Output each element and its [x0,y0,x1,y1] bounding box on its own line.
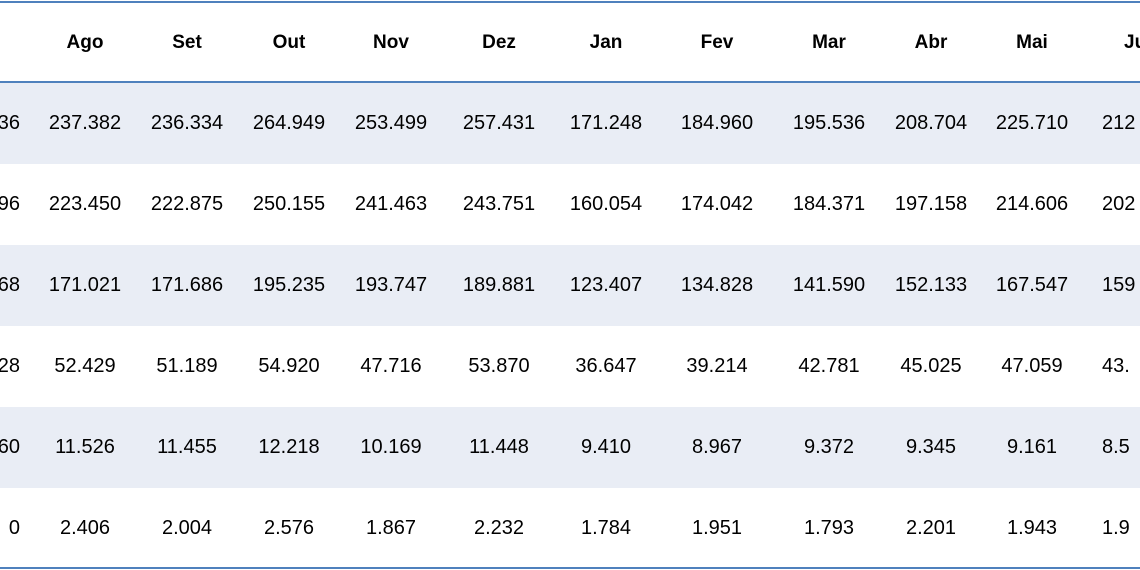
cell: 250.155 [252,193,326,215]
cell: 2.406 [59,517,111,539]
cell: 11.448 [469,436,529,458]
cell: 9.345 [905,436,957,458]
cell: 60 [0,436,20,458]
header-border [0,81,1140,83]
cell: 96 [0,193,20,215]
cell: 36 [0,112,20,134]
cell: 1.943 [1006,517,1058,539]
cell: 123.407 [569,274,643,296]
cell: 1.867 [365,517,417,539]
cell: 195.235 [252,274,326,296]
cell: 174.042 [680,193,754,215]
cell: 214.606 [995,193,1069,215]
column-header: Jan [589,32,623,53]
column-header: Mar [812,32,846,53]
column-header: Nov [373,32,409,53]
cell: 202 [1102,193,1136,215]
column-header: Dez [482,32,516,53]
cell: 257.431 [462,112,536,134]
column-header: Abr [914,32,948,53]
cell: 36.647 [575,355,637,377]
bottom-border [0,567,1140,569]
row-shade [0,83,1140,164]
cell: 222.875 [150,193,224,215]
cell: 45.025 [900,355,962,377]
cell: 39.214 [686,355,748,377]
row-shade [0,245,1140,326]
cell: 9.161 [1006,436,1058,458]
cell: 47.716 [360,355,422,377]
cell: 171.686 [150,274,224,296]
cell: 264.949 [252,112,326,134]
cell: 28 [0,355,20,377]
cell: 184.960 [680,112,754,134]
cell: 197.158 [894,193,968,215]
cell: 1.793 [803,517,855,539]
cell: 241.463 [354,193,428,215]
cell: 42.781 [798,355,860,377]
cell: 10.169 [360,436,422,458]
column-header: Set [172,32,202,53]
cell: 43. [1102,355,1130,377]
cell: 184.371 [792,193,866,215]
cell: 171.248 [569,112,643,134]
cell: 1.9 [1102,517,1130,539]
cell: 237.382 [48,112,122,134]
cell: 225.710 [995,112,1069,134]
cell: 12.218 [258,436,320,458]
cell: 47.059 [1001,355,1063,377]
cell: 2.004 [161,517,213,539]
cell: 195.536 [792,112,866,134]
cell: 8.5 [1102,436,1130,458]
cell: 8.967 [691,436,743,458]
cell: 52.429 [54,355,116,377]
cell: 2.232 [473,517,525,539]
top-border [0,1,1140,3]
column-header: Out [272,32,306,53]
cell: 223.450 [48,193,122,215]
cell: 193.747 [354,274,428,296]
cell: 171.021 [48,274,122,296]
cell: 11.455 [157,436,217,458]
cell: 243.751 [462,193,536,215]
cell: 212 [1102,112,1136,134]
cell: 134.828 [680,274,754,296]
cell: 167.547 [995,274,1069,296]
cell: 11.526 [55,436,115,458]
cell: 2.576 [263,517,315,539]
column-header: Mai [1016,32,1048,53]
column-header: Ju [1124,32,1140,53]
column-header: Ago [66,32,104,53]
column-header: Fev [700,32,734,53]
cell: 53.870 [468,355,530,377]
cell: 189.881 [462,274,536,296]
row-shade [0,407,1140,488]
cell: 141.590 [792,274,866,296]
cell: 159 [1102,274,1136,296]
cell: 54.920 [258,355,320,377]
cell: 236.334 [150,112,224,134]
cell: 68 [0,274,20,296]
cell: 160.054 [569,193,643,215]
cell: 253.499 [354,112,428,134]
cell: 1.951 [691,517,743,539]
cell: 9.372 [803,436,855,458]
cell: 0 [8,517,20,539]
cell: 2.201 [905,517,957,539]
cell: 152.133 [894,274,968,296]
cell: 51.189 [156,355,218,377]
cell: 208.704 [894,112,968,134]
cell: 9.410 [580,436,632,458]
cell: 1.784 [580,517,632,539]
